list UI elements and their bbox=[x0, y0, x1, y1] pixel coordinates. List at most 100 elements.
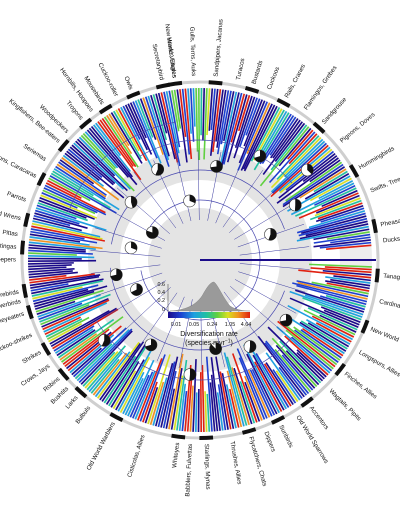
tip-lineage bbox=[301, 215, 367, 235]
tip-lineage bbox=[245, 98, 261, 136]
tip-lineage bbox=[276, 135, 320, 180]
tip-lineage bbox=[28, 270, 73, 276]
tip-lineage bbox=[314, 184, 356, 206]
tip-lineage bbox=[67, 325, 122, 372]
tip-lineage bbox=[284, 138, 324, 178]
node-markers bbox=[97, 149, 314, 381]
tip-lineage bbox=[28, 246, 86, 253]
clade-label: Seriemas bbox=[22, 143, 48, 163]
tip-lineage bbox=[176, 89, 188, 163]
clade-bar bbox=[36, 172, 47, 187]
tip-lineage bbox=[265, 340, 310, 394]
color-scale-bar bbox=[168, 312, 250, 318]
tip-lineage bbox=[326, 231, 370, 240]
tip-lineage bbox=[112, 370, 137, 410]
tip-lineage bbox=[84, 131, 119, 169]
tip-lineage bbox=[105, 339, 149, 405]
branch-stem bbox=[175, 152, 192, 222]
clade-label: Pittas bbox=[2, 229, 18, 238]
tip-lineage bbox=[325, 280, 370, 290]
tip-lineage bbox=[308, 210, 366, 229]
tip-lineage bbox=[155, 363, 174, 427]
branch-stem bbox=[90, 250, 161, 257]
clade-label: Cotingas bbox=[0, 242, 17, 251]
node-marker bbox=[124, 241, 138, 255]
tip-lineage bbox=[187, 88, 192, 134]
tip-lineage bbox=[270, 140, 326, 193]
tip-lineage bbox=[34, 285, 108, 308]
tip-lineage bbox=[238, 357, 266, 420]
tip-lineage bbox=[132, 101, 158, 159]
tip-lineage bbox=[139, 98, 157, 140]
node-marker bbox=[243, 340, 257, 353]
tip-lineage bbox=[306, 319, 351, 345]
branch-stem bbox=[230, 286, 284, 333]
tip-lineage bbox=[115, 109, 140, 152]
tip-lineage bbox=[326, 282, 370, 292]
tip-lineage bbox=[276, 157, 339, 204]
scale-tick-3: 1.05 bbox=[225, 322, 236, 328]
clade-bar bbox=[371, 218, 378, 234]
clade-bar bbox=[155, 82, 171, 90]
branch-stem bbox=[156, 296, 185, 362]
tip-lineage bbox=[285, 161, 343, 202]
tip-lineage bbox=[36, 204, 77, 220]
branch-arc bbox=[139, 139, 293, 184]
branch-arc bbox=[109, 267, 285, 351]
branch-stem bbox=[95, 272, 163, 297]
tip-lineage bbox=[307, 322, 350, 348]
tip-lineage bbox=[299, 321, 347, 352]
clade-bar bbox=[271, 415, 286, 425]
tip-lineage bbox=[184, 88, 193, 160]
clade-bar bbox=[126, 90, 141, 100]
legend-unit-exp: −1 bbox=[225, 339, 231, 345]
tip-lineage bbox=[298, 269, 372, 279]
tip-lineage bbox=[101, 341, 145, 402]
tip-lineage bbox=[189, 385, 194, 432]
tip-lineage bbox=[262, 121, 303, 175]
clade-label: Larks bbox=[64, 394, 79, 410]
tip-lineage bbox=[226, 94, 248, 163]
tip-lineage bbox=[36, 300, 76, 316]
tip-lineage bbox=[252, 354, 285, 411]
tip-lineage bbox=[215, 89, 224, 142]
tip-lineage bbox=[120, 106, 157, 175]
tip-lineage bbox=[201, 365, 205, 432]
tip-lineage bbox=[95, 122, 122, 157]
outer-ring bbox=[20, 80, 380, 440]
branch-stem bbox=[239, 246, 310, 256]
tip-lineage bbox=[142, 97, 164, 155]
clade-bar bbox=[20, 240, 26, 255]
tip-lineage bbox=[69, 146, 114, 186]
clade-label: New World Warblers bbox=[369, 326, 400, 354]
clade-label: Woodcreepers bbox=[0, 257, 16, 264]
tip-lineage bbox=[195, 88, 199, 152]
tip-lineage bbox=[289, 290, 363, 318]
clade-bar bbox=[79, 117, 93, 130]
tip-lineage bbox=[71, 144, 116, 185]
tip-lineage bbox=[296, 280, 369, 298]
branch-stem bbox=[105, 280, 166, 317]
branch-stem bbox=[215, 158, 244, 224]
tip-lineage bbox=[32, 284, 99, 303]
tip-lineage bbox=[209, 382, 216, 432]
tip-lineage bbox=[53, 325, 95, 352]
tip-lineage bbox=[90, 126, 134, 178]
tip-lineage bbox=[46, 316, 90, 340]
tree-tips bbox=[27, 87, 372, 433]
branch-stem bbox=[200, 299, 203, 370]
tip-lineage bbox=[29, 274, 67, 281]
tip-lineage bbox=[58, 161, 107, 196]
tip-lineage bbox=[313, 239, 371, 248]
node-marker bbox=[279, 313, 293, 327]
tip-lineage bbox=[99, 119, 134, 167]
tip-lineage bbox=[50, 172, 111, 209]
tip-lineage bbox=[279, 340, 322, 384]
tip-lineage bbox=[284, 324, 338, 366]
tip-lineage bbox=[303, 309, 356, 336]
tip-lineage bbox=[202, 88, 206, 141]
tip-lineage bbox=[270, 124, 308, 171]
clade-label: Cuckoos bbox=[266, 66, 282, 91]
tip-lineage bbox=[32, 286, 83, 300]
tip-lineage bbox=[302, 297, 362, 321]
